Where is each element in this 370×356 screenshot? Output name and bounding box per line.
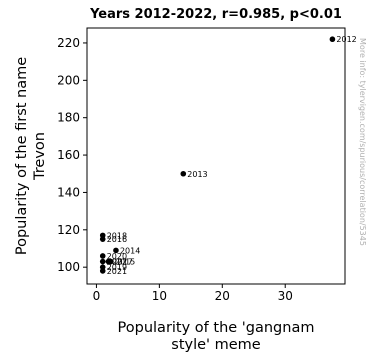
data-point-2021 bbox=[99, 268, 106, 274]
point-label-2014: 2014 bbox=[120, 246, 140, 255]
x-tick-label: 10 bbox=[152, 289, 167, 303]
x-axis-ticks: 0 10 20 30 bbox=[93, 284, 293, 303]
y-tick-label: 160 bbox=[57, 148, 80, 162]
y-tick-label: 200 bbox=[57, 73, 80, 87]
chart-title: Years 2012-2022, r=0.985, p<0.01 bbox=[89, 7, 342, 22]
point-label-2018: 2018 bbox=[107, 231, 127, 240]
source-watermark: More info: tylervigen.com/spurious/corre… bbox=[358, 38, 367, 246]
point-label-2015: 2015 bbox=[115, 258, 135, 267]
point-label-2012: 2012 bbox=[336, 35, 356, 44]
plot-area-frame bbox=[86, 27, 346, 285]
data-point-2017 bbox=[105, 258, 112, 265]
x-tick-label: 0 bbox=[93, 289, 101, 303]
x-axis-label-line-1: Popularity of the 'gangnam bbox=[118, 320, 315, 336]
y-tick-label: 220 bbox=[57, 36, 80, 50]
y-tick-label: 180 bbox=[57, 111, 80, 125]
data-point-2014 bbox=[113, 247, 119, 254]
point-label-2021: 2021 bbox=[107, 267, 127, 276]
point-label-2022: 2022 bbox=[107, 258, 127, 267]
x-tick-label: 30 bbox=[278, 289, 293, 303]
point-label-2019: 2019 bbox=[107, 263, 127, 272]
point-label-2020: 2020 bbox=[107, 252, 127, 261]
data-point-2012 bbox=[329, 36, 336, 43]
x-axis-label-line-2: style' meme bbox=[171, 337, 261, 353]
data-point-2020 bbox=[99, 253, 106, 259]
y-axis-label-line-2: Trevon bbox=[32, 132, 48, 181]
data-point-2013 bbox=[180, 170, 187, 177]
point-label-2017: 2017 bbox=[112, 258, 132, 267]
y-tick-label: 140 bbox=[57, 185, 80, 199]
y-axis-label-line-1: Popularity of the first name bbox=[14, 57, 30, 255]
data-point-2022 bbox=[99, 258, 106, 265]
data-point-2018 bbox=[99, 232, 106, 239]
y-tick-label: 120 bbox=[57, 223, 80, 237]
point-label-2016: 2016 bbox=[107, 235, 127, 244]
y-tick-label: 100 bbox=[57, 260, 80, 274]
data-points: 2012 2013 2014 2015 2016 2017 2018 2019 2020 2021… bbox=[99, 35, 357, 276]
y-axis-ticks: 100 120 140 160 180 200 220 bbox=[57, 36, 87, 274]
x-tick-label: 20 bbox=[215, 289, 230, 303]
point-label-2013: 2013 bbox=[187, 170, 207, 179]
